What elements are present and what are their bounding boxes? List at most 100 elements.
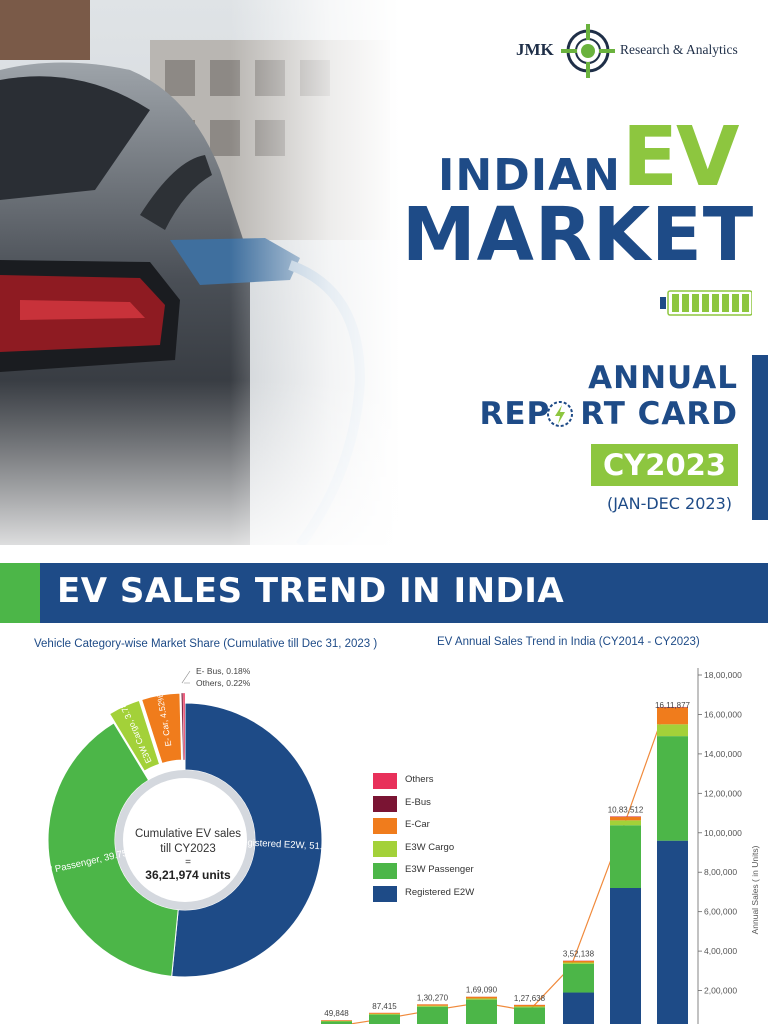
bar-value-label: 87,415 — [372, 1002, 397, 1011]
donut-label-e-bus: E- Bus, 0.18% — [196, 666, 251, 676]
bar-segment-e-car — [321, 1020, 352, 1021]
donut-segment-others — [182, 692, 186, 761]
donut-center-value: 36,21,974 units — [145, 868, 231, 882]
y-tick-label: 6,00,000 — [704, 907, 737, 917]
donut-segment-e3w-cargo — [108, 699, 161, 772]
bar-value-label: 16,11,877 — [655, 701, 691, 710]
bar-value-label: 1,30,270 — [417, 993, 449, 1002]
y-axis-label: Annual Sales ( in Units) — [750, 845, 760, 934]
bar-value-label: 1,27,638 — [514, 994, 546, 1003]
hero-fade-bottom — [0, 380, 420, 545]
bar-segment-e3w-passenger — [657, 736, 688, 841]
bar-segment-e-car — [657, 707, 688, 725]
section-bar — [40, 563, 768, 623]
legend-item-e3w-passenger: E3W Passenger — [373, 862, 513, 880]
year-label: CY2023 — [603, 448, 726, 482]
bar-segment-e3w-passenger — [563, 963, 594, 993]
report-title-annual: ANNUAL — [588, 360, 738, 396]
year-badge: CY2023 — [591, 444, 738, 486]
y-tick-label: 8,00,000 — [704, 867, 737, 877]
y-tick-label: 4,00,000 — [704, 946, 737, 956]
bar-value-label: 1,69,090 — [466, 986, 498, 995]
section-header: EV SALES TREND IN INDIA — [0, 563, 768, 623]
y-tick-label: 10,00,000 — [704, 828, 742, 838]
legend-label: Others — [405, 774, 434, 785]
title-market: MARKET — [402, 192, 755, 278]
donut-chart-subtitle: Vehicle Category-wise Market Share (Cumu… — [34, 638, 378, 650]
bar-segment-e-car — [369, 1012, 400, 1014]
bar-segment-e3w-passenger — [369, 1014, 400, 1024]
annual-sales-bar-chart: 2,00,000 4,00,000 6,00,000 8,00,000 10,00,00… — [321, 668, 760, 1024]
bar-segment-e3w-cargo — [369, 1013, 400, 1015]
bar-segment-e3w-passenger — [321, 1021, 352, 1024]
bar-segment-e3w-passenger — [610, 825, 641, 888]
title-ev: EV — [622, 110, 739, 205]
donut-segment-e-car — [141, 692, 183, 765]
legend-swatch — [373, 863, 397, 879]
crosshair-target-icon — [561, 24, 615, 78]
hero-section: JMK Research & Analytics EV INDIAN MARKE… — [0, 0, 768, 545]
legend-item-others: Others — [373, 772, 513, 790]
legend-label: E-Bus — [405, 796, 431, 808]
battery-icon — [660, 290, 752, 316]
section-accent — [0, 563, 40, 623]
bar-value-label: 3,52,138 — [563, 950, 595, 959]
bar-segment-e-car — [417, 1004, 448, 1006]
legend-label: E3W Cargo — [405, 841, 455, 853]
bar-segment-e-car — [610, 816, 641, 821]
legend-swatch — [373, 840, 397, 857]
bar-segment-e3w-passenger — [514, 1007, 545, 1024]
period-label: (JAN-DEC 2023) — [606, 494, 732, 513]
legend-swatch — [373, 795, 397, 812]
bar-value-label: 10,83,512 — [608, 805, 644, 814]
donut-label-others: Others, 0.22% — [196, 678, 251, 688]
lightning-bolt-icon — [547, 401, 573, 427]
bar-segment-registered-e2w — [563, 992, 594, 1024]
report-title-rep: REP — [479, 396, 551, 432]
bar-value-label: 49,848 — [324, 1009, 349, 1018]
legend-item-e-car: E-Car — [373, 817, 513, 835]
legend-label: Registered E2W — [405, 886, 475, 898]
bar-segment-e3w-passenger — [417, 1006, 448, 1024]
bar-segment-e3w-cargo — [417, 1005, 448, 1007]
y-tick-label: 16,00,000 — [704, 709, 742, 719]
bar-segment-e3w-cargo — [466, 998, 497, 1000]
legend-item-e-bus: E-Bus — [373, 795, 513, 813]
y-tick-label: 18,00,000 — [704, 670, 742, 680]
legend-label: E-Car — [405, 819, 430, 830]
bar-segment-e3w-cargo — [610, 820, 641, 826]
title-indian: INDIAN — [438, 150, 621, 201]
legend-label: E3W Passenger — [405, 864, 474, 875]
side-accent-tab — [752, 355, 768, 520]
section-title: EV SALES TREND IN INDIA — [57, 571, 565, 611]
bar-chart-title: EV Annual Sales Trend in India (CY2014 -… — [437, 636, 700, 648]
bar-segment-e-car — [563, 960, 594, 963]
bar-segment-e3w-cargo — [657, 724, 688, 737]
y-tick-label: 2,00,000 — [704, 986, 737, 996]
bar-segment-e3w-cargo — [563, 962, 594, 964]
market-share-donut-chart: Cumulative EV sales till CY2023 = 36,21,… — [31, 666, 342, 978]
brand-logo: JMK Research & Analytics — [516, 24, 756, 78]
bar-segment-registered-e2w — [610, 888, 641, 1024]
bar-segment-e3w-cargo — [321, 1020, 352, 1022]
bar-segment-e-car — [514, 1004, 545, 1007]
legend-swatch — [373, 885, 397, 902]
bar-segment-e3w-cargo — [514, 1006, 545, 1008]
bar-segment-e-car — [466, 996, 497, 999]
bar-segment-e3w-passenger — [466, 999, 497, 1024]
legend-swatch — [373, 818, 397, 834]
donut-center-line3: = — [185, 857, 191, 868]
donut-label-registered-e2w: Registered E2W, 51.55% — [235, 837, 342, 853]
bar-segment-registered-e2w — [657, 840, 688, 1024]
donut-center-line2: till CY2023 — [160, 843, 216, 855]
legend-item-registered-e2w: Registered E2W — [373, 885, 513, 903]
legend-item-e3w-cargo: E3W Cargo — [373, 840, 513, 858]
legend-swatch — [373, 773, 397, 789]
donut-center-line1: Cumulative EV sales — [135, 828, 241, 840]
donut-leader-line — [181, 670, 191, 684]
brand-tagline: Research & Analytics — [620, 42, 738, 57]
donut-hole — [123, 778, 247, 902]
report-title-rt-card: RT CARD — [580, 396, 738, 432]
brand-name: JMK — [516, 40, 554, 59]
y-tick-label: 12,00,000 — [704, 788, 742, 798]
